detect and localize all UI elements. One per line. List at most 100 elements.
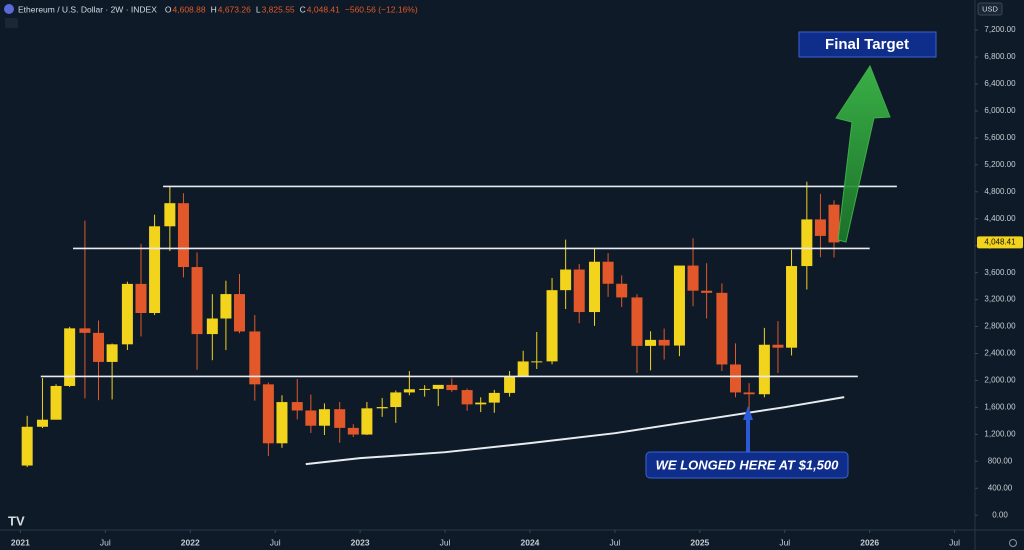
candle-body — [191, 267, 203, 335]
candle-body — [546, 290, 558, 362]
entry-box — [645, 451, 849, 479]
candle-body — [801, 219, 813, 267]
candle-body — [347, 427, 359, 435]
trend-line — [305, 396, 845, 466]
target-arrow — [835, 64, 891, 243]
candle-body — [220, 294, 232, 319]
y-tick-label: 4,400.00 — [984, 214, 1016, 223]
candle-body — [716, 292, 728, 365]
candle-body — [645, 339, 657, 346]
collapse-button[interactable] — [5, 18, 18, 28]
ohlc-value: 4,608.88 — [173, 4, 206, 14]
target-box — [798, 31, 937, 58]
candle-body — [177, 203, 189, 268]
annotation: WE LONGED HERE AT $1,500 — [656, 457, 840, 472]
settings[interactable] — [1009, 539, 1017, 547]
y-tick-label: 2,800.00 — [984, 322, 1016, 331]
candle-body — [403, 389, 415, 393]
x-tick-label: Jul — [270, 537, 281, 547]
candle-body — [616, 283, 628, 298]
y-tick-label: 3,200.00 — [984, 295, 1016, 304]
candle-body — [376, 407, 388, 409]
x-tick-label: 2025 — [690, 537, 709, 547]
candle-body — [743, 392, 755, 395]
y-tick-label: 800.00 — [988, 456, 1013, 465]
candle-body — [687, 265, 699, 291]
candle-body — [305, 410, 317, 426]
candle-body — [475, 402, 487, 405]
candle-body — [446, 384, 458, 391]
candle-body — [573, 269, 585, 313]
y-tick-label: 1,600.00 — [984, 402, 1016, 411]
candle-body — [106, 344, 118, 362]
ohlc-value: 4,673.26 — [218, 4, 251, 14]
candle-body — [390, 392, 402, 408]
candle-body — [658, 339, 670, 346]
candle-body — [673, 265, 685, 346]
ohlc-key: C — [300, 4, 306, 14]
x-tick-label: 2024 — [521, 537, 540, 547]
last-price-label: 4,048.41 — [984, 238, 1016, 247]
candle-body — [149, 226, 161, 313]
x-tick-label: 2023 — [351, 537, 370, 547]
x-tick-label: 2021 — [11, 537, 30, 547]
candle-body — [432, 384, 444, 389]
ohlc-key: O — [165, 4, 172, 14]
y-tick-label: 0.00 — [992, 510, 1008, 519]
candle-body — [262, 384, 274, 444]
currency: USD — [982, 4, 998, 13]
candle-body — [504, 376, 516, 393]
candle-body — [589, 261, 601, 313]
candle-body — [560, 269, 572, 291]
candle-body — [93, 332, 105, 362]
candle-body — [517, 361, 529, 377]
y-tick-label: 6,400.00 — [984, 79, 1016, 88]
candle-body — [814, 219, 826, 236]
y-tick-label: 1,200.00 — [984, 429, 1016, 438]
y-tick-label: 6,800.00 — [984, 52, 1016, 61]
candle-body — [318, 409, 330, 426]
y-tick-label: 7,200.00 — [984, 25, 1016, 34]
candle-body — [488, 392, 500, 403]
candle-body — [772, 344, 784, 348]
annotation: Final Target — [825, 36, 909, 53]
candle-body — [164, 203, 176, 227]
candle-body — [36, 419, 48, 427]
ohlc-key: H — [211, 4, 217, 14]
candle-body — [64, 328, 76, 386]
last-price-box — [977, 236, 1023, 249]
candle-body — [828, 204, 840, 243]
y-tick-label: 5,200.00 — [984, 160, 1016, 169]
x-tick-label: 2022 — [181, 537, 200, 547]
candle-body — [631, 297, 643, 346]
x-tick-label: 2026 — [860, 537, 879, 547]
candle-body — [361, 408, 373, 435]
candle-body — [121, 283, 133, 345]
candle-body — [419, 388, 431, 390]
entry-arrow — [743, 406, 753, 452]
y-tick-label: 2,000.00 — [984, 376, 1016, 385]
currency-box[interactable] — [977, 2, 1003, 16]
ohlc-value: 3,825.55 — [262, 4, 295, 14]
y-tick-label: 6,000.00 — [984, 106, 1016, 115]
ohlc-value: 4,048.41 — [307, 4, 340, 14]
x-tick-label: Jul — [779, 537, 790, 547]
x-tick-label: Jul — [100, 537, 111, 547]
candle-body — [531, 361, 543, 363]
candle-body — [276, 402, 288, 444]
candle-body — [291, 402, 303, 411]
y-tick-label: 5,600.00 — [984, 133, 1016, 142]
candle-body — [786, 266, 798, 348]
candle-body — [21, 426, 33, 466]
y-tick-label: 2,400.00 — [984, 349, 1016, 358]
candle-body — [461, 390, 473, 405]
candle-body — [135, 283, 147, 313]
candle-body — [206, 318, 218, 335]
candle-body — [249, 331, 261, 385]
candle-body — [758, 344, 770, 395]
candle-body — [50, 385, 62, 420]
candle-body — [701, 290, 713, 293]
symbol: Ethereum / U.S. Dollar · 2W · INDEX — [18, 4, 157, 14]
ohlc-key: L — [256, 4, 261, 14]
